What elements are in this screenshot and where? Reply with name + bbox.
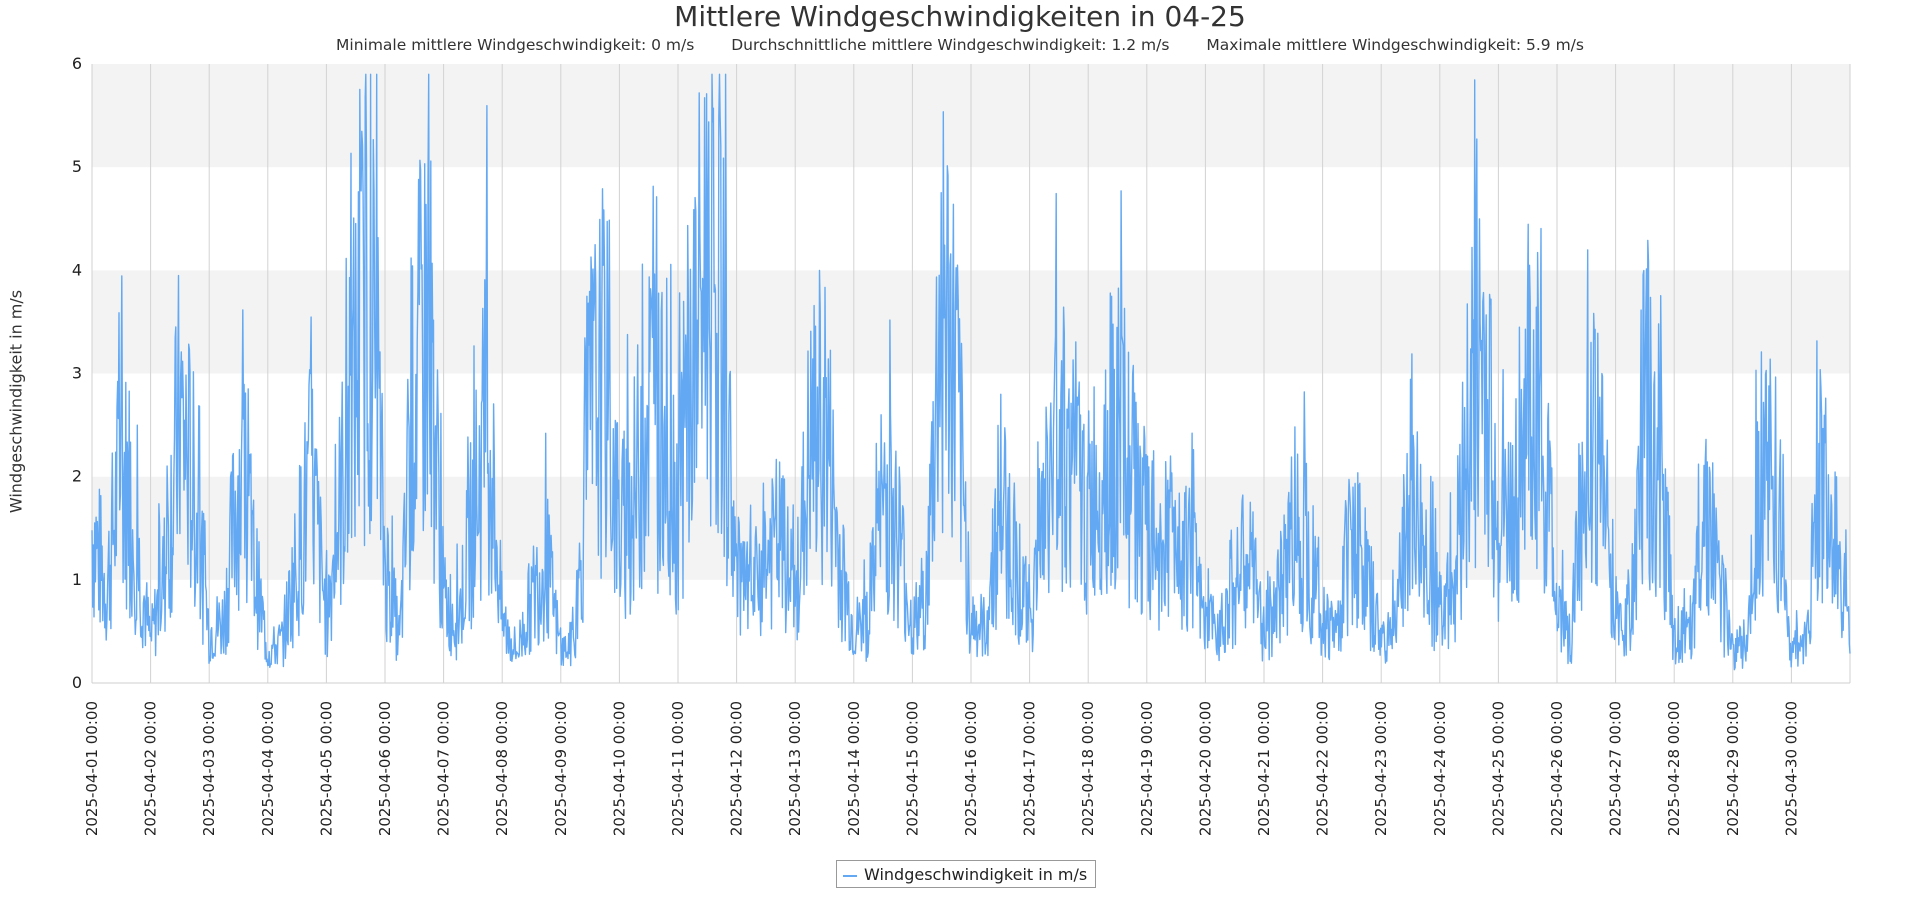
x-tick-label: 2025-04-09 00:00 (552, 701, 570, 836)
x-tick-label: 2025-04-02 00:00 (142, 701, 160, 836)
y-tick-label: 5 (72, 157, 82, 176)
y-tick-label: 3 (72, 364, 82, 383)
y-axis-ticks: 0 1 2 3 4 5 6 (72, 54, 82, 692)
chart-subtitle: Minimale mittlere Windgeschwindigkeit: 0… (0, 36, 1920, 54)
x-tick-label: 2025-04-23 00:00 (1372, 701, 1390, 836)
series-lines (91, 73, 1851, 671)
x-tick-label: 2025-04-13 00:00 (786, 701, 804, 836)
x-tick-label: 2025-04-21 00:00 (1255, 701, 1273, 836)
x-axis-ticks: 2025-04-01 00:00 2025-04-02 00:00 2025-04-… (83, 701, 1800, 836)
y-tick-label: 6 (72, 54, 82, 73)
chart-title: Mittlere Windgeschwindigkeiten in 04-25 (674, 0, 1246, 33)
x-tick-label: 2025-04-30 00:00 (1782, 701, 1800, 836)
y-tick-label: 4 (72, 260, 82, 279)
x-tick-label: 2025-04-24 00:00 (1431, 701, 1449, 836)
x-tick-label: 2025-04-14 00:00 (845, 701, 863, 836)
x-tick-label: 2025-04-04 00:00 (259, 701, 277, 836)
x-tick-label: 2025-04-07 00:00 (435, 701, 453, 836)
subtitle-max: Maximale mittlere Windgeschwindigkeit: 5… (1206, 36, 1584, 54)
subtitle-min: Minimale mittlere Windgeschwindigkeit: 0… (336, 36, 695, 54)
x-tick-label: 2025-04-11 00:00 (669, 701, 687, 836)
x-tick-label: 2025-04-22 00:00 (1314, 701, 1332, 836)
x-tick-label: 2025-04-25 00:00 (1489, 701, 1507, 836)
x-tick-label: 2025-04-16 00:00 (962, 701, 980, 836)
subtitle-avg: Durchschnittliche mittlere Windgeschwind… (731, 36, 1170, 54)
x-tick-label: 2025-04-28 00:00 (1665, 701, 1683, 836)
x-tick-label: 2025-04-19 00:00 (1138, 701, 1156, 836)
y-tick-label: 0 (72, 673, 82, 692)
legend-label: Windgeschwindigkeit in m/s (864, 864, 1088, 884)
x-tick-label: 2025-04-29 00:00 (1724, 701, 1742, 836)
x-tick-label: 2025-04-05 00:00 (317, 701, 335, 836)
y-tick-label: 1 (72, 570, 82, 589)
x-tick-label: 2025-04-27 00:00 (1607, 701, 1625, 836)
legend-swatch (843, 875, 857, 877)
x-tick-label: 2025-04-12 00:00 (728, 701, 746, 836)
x-tick-label: 2025-04-01 00:00 (83, 701, 101, 836)
x-tick-label: 2025-04-18 00:00 (1079, 701, 1097, 836)
x-tick-label: 2025-04-10 00:00 (610, 701, 628, 836)
series-line (91, 73, 1851, 671)
x-tick-label: 2025-04-20 00:00 (1196, 701, 1214, 836)
x-tick-label: 2025-04-26 00:00 (1548, 701, 1566, 836)
x-tick-label: 2025-04-03 00:00 (200, 701, 218, 836)
x-tick-label: 2025-04-08 00:00 (493, 701, 511, 836)
legend: Windgeschwindigkeit in m/s (836, 860, 1097, 888)
x-tick-label: 2025-04-17 00:00 (1021, 701, 1039, 836)
y-tick-label: 2 (72, 467, 82, 486)
x-tick-label: 2025-04-06 00:00 (376, 701, 394, 836)
x-tick-label: 2025-04-15 00:00 (903, 701, 921, 836)
